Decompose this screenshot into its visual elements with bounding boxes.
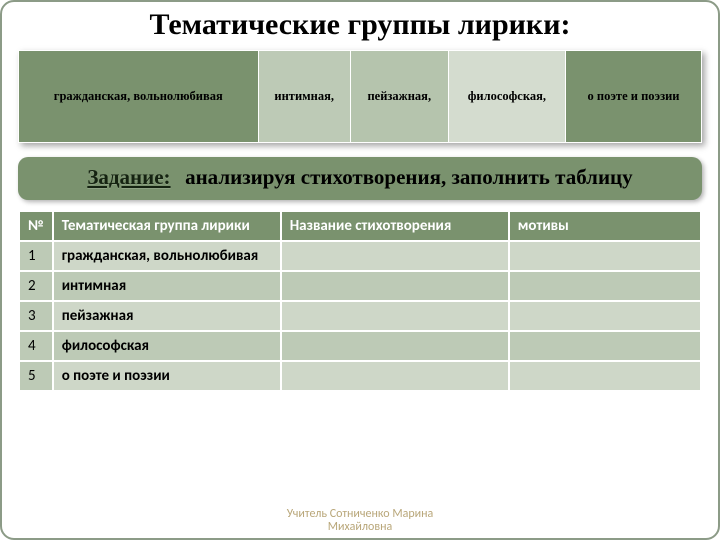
table-row: 1 гражданская, вольнолюбивая bbox=[19, 241, 701, 271]
table-row: 4 философская bbox=[19, 331, 701, 361]
cell-group: гражданская, вольнолюбивая bbox=[53, 241, 281, 271]
cell-group: пейзажная bbox=[53, 301, 281, 331]
table-row: 3 пейзажная bbox=[19, 301, 701, 331]
table-header-row: № Тематическая группа лирики Название ст… bbox=[19, 211, 701, 241]
cell-motiv bbox=[509, 271, 701, 301]
cell-title bbox=[281, 241, 509, 271]
cell-group: философская bbox=[53, 331, 281, 361]
category-cell-4: философская, bbox=[448, 51, 565, 143]
category-cell-3: пейзажная, bbox=[350, 51, 448, 143]
cell-group: интимная bbox=[53, 271, 281, 301]
cell-num: 3 bbox=[19, 301, 53, 331]
category-cell-5: о поэте и поэзии bbox=[566, 51, 702, 143]
cell-title bbox=[281, 361, 509, 391]
categories-row: гражданская, вольнолюбивая интимная, пей… bbox=[19, 51, 702, 143]
category-cell-2: интимная, bbox=[258, 51, 350, 143]
table-row: 5 о поэте и поэзии bbox=[19, 361, 701, 391]
cell-motiv bbox=[509, 301, 701, 331]
header-num: № bbox=[19, 211, 53, 241]
cell-num: 1 bbox=[19, 241, 53, 271]
worksheet-table: № Тематическая группа лирики Название ст… bbox=[18, 210, 702, 392]
cell-title bbox=[281, 271, 509, 301]
task-text bbox=[175, 165, 186, 189]
cell-num: 2 bbox=[19, 271, 53, 301]
header-motiv: мотивы bbox=[509, 211, 701, 241]
cell-motiv bbox=[509, 331, 701, 361]
cell-group: о поэте и поэзии bbox=[53, 361, 281, 391]
slide-title: Тематические группы лирики: bbox=[2, 2, 718, 50]
task-text-value: анализируя стихотворения, заполнить табл… bbox=[185, 165, 633, 189]
category-cell-1: гражданская, вольнолюбивая bbox=[19, 51, 259, 143]
slide-container: Тематические группы лирики: гражданская,… bbox=[0, 0, 720, 540]
table-row: 2 интимная bbox=[19, 271, 701, 301]
cell-motiv bbox=[509, 361, 701, 391]
categories-table: гражданская, вольнолюбивая интимная, пей… bbox=[18, 50, 702, 143]
cell-title bbox=[281, 331, 509, 361]
cell-title bbox=[281, 301, 509, 331]
cell-num: 5 bbox=[19, 361, 53, 391]
header-group: Тематическая группа лирики bbox=[53, 211, 281, 241]
footer-line2: Михайловна bbox=[328, 520, 393, 534]
task-label: Задание: bbox=[87, 165, 170, 189]
footer-credit: Учитель Сотниченко Марина Михайловна bbox=[2, 508, 718, 534]
header-title: Название стихотворения bbox=[281, 211, 509, 241]
cell-num: 4 bbox=[19, 331, 53, 361]
cell-motiv bbox=[509, 241, 701, 271]
footer-line1: Учитель Сотниченко Марина bbox=[287, 507, 434, 521]
task-banner: Задание: анализируя стихотворения, запол… bbox=[18, 157, 702, 200]
